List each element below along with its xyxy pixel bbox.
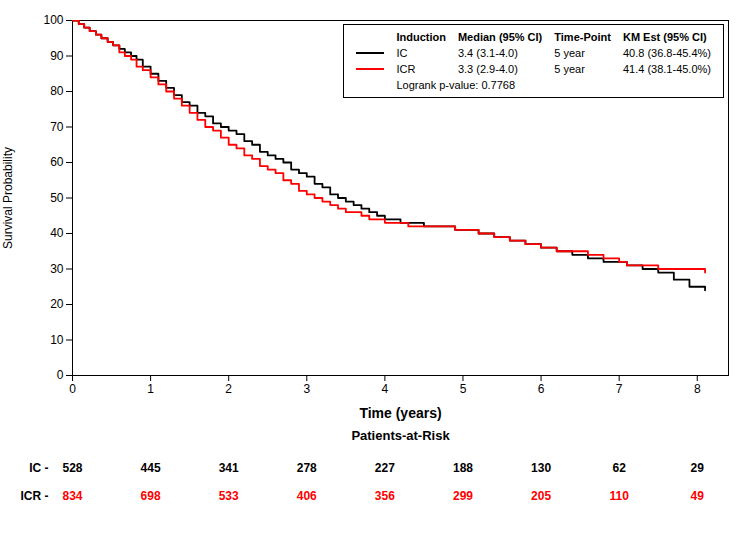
svg-text:205: 205 [531, 489, 551, 503]
svg-text:IC -: IC - [29, 461, 48, 475]
html-text:40.8 (36.8-45.4%): 40.8 (36.8-45.4%) [622, 47, 711, 59]
svg-text:698: 698 [141, 489, 161, 503]
svg-text:299: 299 [453, 489, 473, 503]
svg-text:Time (years): Time (years) [359, 405, 441, 421]
svg-text:8: 8 [694, 382, 701, 396]
svg-text:29: 29 [691, 461, 705, 475]
html-text:KM Est (95% CI): KM Est (95% CI) [622, 31, 707, 43]
svg-text:110: 110 [609, 489, 629, 503]
html-text:3.3 (2.9-4.0): 3.3 (2.9-4.0) [457, 63, 518, 75]
svg-text:20: 20 [50, 297, 64, 311]
svg-text:1: 1 [147, 382, 154, 396]
html-text:Logrank p-value: 0.7768: Logrank p-value: 0.7768 [396, 79, 516, 91]
svg-text:3: 3 [303, 382, 310, 396]
svg-text:70: 70 [50, 120, 64, 134]
html-text:Time-Point: Time-Point [554, 31, 611, 43]
svg-text:406: 406 [297, 489, 317, 503]
svg-text:40: 40 [50, 226, 64, 240]
html-text:Median (95% CI): Median (95% CI) [457, 31, 543, 43]
html-text:3.4 (3.1-4.0): 3.4 (3.1-4.0) [457, 47, 518, 59]
svg-text:50: 50 [50, 191, 64, 205]
svg-text:533: 533 [219, 489, 239, 503]
svg-text:5: 5 [460, 382, 467, 396]
svg-text:Patients-at-Risk: Patients-at-Risk [351, 428, 450, 443]
svg-text:10: 10 [50, 333, 64, 347]
svg-text:2: 2 [225, 382, 232, 396]
svg-text:0: 0 [69, 382, 76, 396]
svg-text:188: 188 [453, 461, 473, 475]
svg-text:80: 80 [50, 84, 64, 98]
svg-text:0: 0 [57, 368, 64, 382]
svg-text:49: 49 [691, 489, 705, 503]
svg-text:130: 130 [531, 461, 551, 475]
svg-text:7: 7 [616, 382, 623, 396]
svg-text:60: 60 [50, 155, 64, 169]
html-text:IC: IC [396, 47, 408, 59]
html-text:Induction: Induction [396, 31, 446, 43]
svg-text:4: 4 [382, 382, 389, 396]
svg-text:528: 528 [62, 461, 82, 475]
svg-text:100: 100 [43, 13, 63, 27]
svg-text:356: 356 [375, 489, 395, 503]
svg-text:227: 227 [375, 461, 395, 475]
svg-text:834: 834 [62, 489, 82, 503]
svg-text:Survival Probability: Survival Probability [1, 147, 15, 249]
svg-text:ICR -: ICR - [21, 489, 49, 503]
html-text:5 year: 5 year [554, 47, 585, 59]
svg-text:62: 62 [612, 461, 626, 475]
svg-text:278: 278 [297, 461, 317, 475]
svg-text:30: 30 [50, 262, 64, 276]
html-text:5 year: 5 year [554, 63, 585, 75]
svg-text:341: 341 [219, 461, 239, 475]
svg-text:6: 6 [538, 382, 545, 396]
svg-text:90: 90 [50, 49, 64, 63]
html-text:41.4 (38.1-45.0%): 41.4 (38.1-45.0%) [622, 63, 711, 75]
svg-text:445: 445 [141, 461, 161, 475]
html-text:ICR: ICR [396, 63, 416, 75]
